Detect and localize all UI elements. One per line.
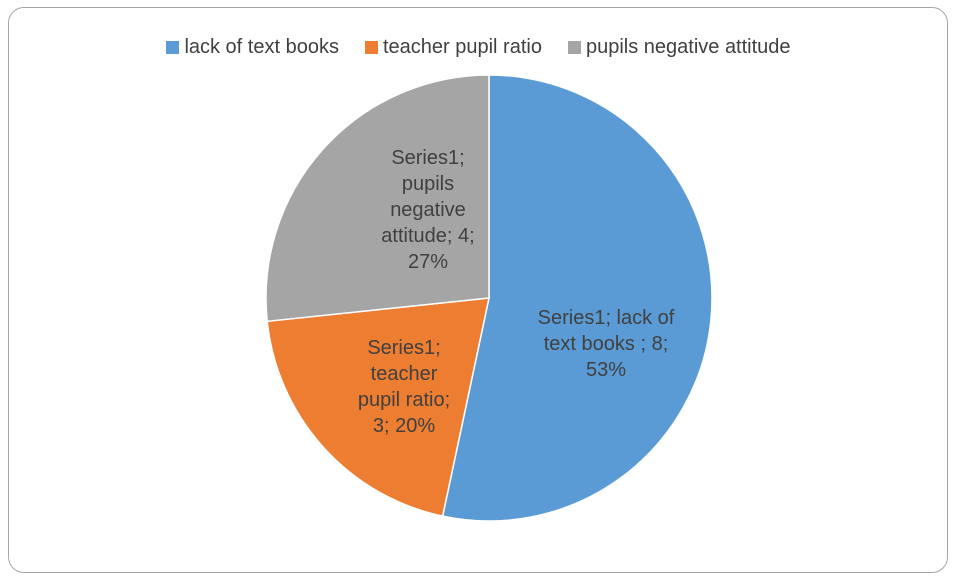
data-label-line: teacher bbox=[371, 363, 438, 385]
pie-slice-pupils-negative-attitude bbox=[265, 74, 490, 323]
legend-swatch bbox=[364, 41, 378, 54]
legend-swatch bbox=[166, 41, 180, 54]
legend-label: pupils negative attitude bbox=[585, 36, 791, 58]
legend-label: teacher pupil ratio bbox=[382, 36, 542, 58]
pie-slice-lack-of-text-books bbox=[441, 74, 713, 522]
legend-item-pupils-negative-attitude: pupils negative attitude bbox=[567, 36, 791, 59]
legend-item-teacher-pupil-ratio: teacher pupil ratio bbox=[364, 36, 542, 59]
pie-slice-teacher-pupil-ratio bbox=[266, 297, 490, 518]
data-label-line: 53% bbox=[586, 359, 626, 381]
data-label-line: Series1; bbox=[391, 147, 464, 169]
data-label-line: pupils bbox=[402, 173, 454, 195]
data-label-line: Series1; lack of bbox=[538, 307, 675, 329]
data-label-line: pupil ratio; bbox=[358, 389, 450, 411]
legend-swatch bbox=[567, 41, 581, 54]
data-label: Series1; teacher pupil ratio; 3; 20% bbox=[358, 337, 450, 437]
legend-item-lack-of-text-books: lack of text books bbox=[166, 36, 339, 59]
data-label-line: Series1; bbox=[367, 337, 440, 359]
data-label-line: text books ; 8; bbox=[544, 333, 669, 355]
data-label-line: attitude; 4; bbox=[381, 225, 474, 247]
chart-legend: lack of text books teacher pupil ratio p… bbox=[0, 36, 957, 59]
data-label-line: 27% bbox=[408, 251, 448, 273]
data-label: Series1; pupils negative attitude; 4; 27% bbox=[381, 147, 474, 273]
data-label: Series1; lack of text books ; 8; 53% bbox=[538, 307, 675, 381]
data-label-line: negative bbox=[390, 199, 466, 221]
data-label-line: 3; 20% bbox=[373, 415, 435, 437]
legend-label: lack of text books bbox=[184, 36, 339, 58]
